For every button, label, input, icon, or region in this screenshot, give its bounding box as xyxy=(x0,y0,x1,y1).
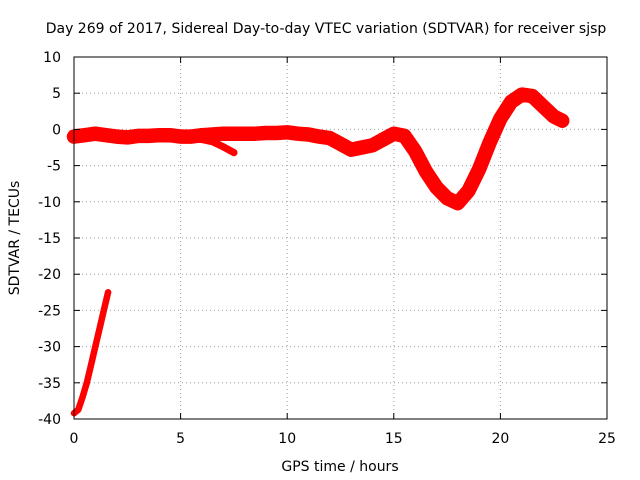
data-point xyxy=(88,362,94,367)
data-point xyxy=(93,344,98,349)
axis-ticks xyxy=(73,56,608,420)
y-tick-label: -40 xyxy=(38,412,61,428)
data-point xyxy=(84,380,89,385)
x-tick-label: 5 xyxy=(176,431,185,447)
data-point xyxy=(444,195,450,201)
x-tick-label: 25 xyxy=(598,431,616,447)
data-point xyxy=(540,104,546,109)
data-point xyxy=(97,326,102,331)
data-point xyxy=(101,308,107,313)
x-tick-labels: 0 5 10 15 20 25 xyxy=(70,431,616,447)
data-point xyxy=(263,130,269,136)
x-axis-label: GPS time / hours xyxy=(281,459,398,475)
y-tick-label: -30 xyxy=(38,340,61,356)
data-point xyxy=(146,133,151,139)
y-tick-label: -15 xyxy=(38,231,61,247)
data-point xyxy=(76,407,81,412)
data-point xyxy=(327,135,333,141)
data-point xyxy=(316,134,322,139)
x-tick-label: 10 xyxy=(278,431,296,447)
y-tick-label: -10 xyxy=(38,195,61,211)
data-point xyxy=(295,131,301,136)
y-tick-labels: 10 5 0 -5 -10 -15 -20 -25 -30 -35 -40 xyxy=(38,50,61,428)
chart-title: Day 269 of 2017, Sidereal Day-to-day VTE… xyxy=(46,21,607,37)
data-point xyxy=(423,169,428,174)
data-point xyxy=(274,130,279,136)
data-point xyxy=(80,395,85,400)
data-point xyxy=(93,131,98,136)
data-point xyxy=(82,132,87,138)
data-point xyxy=(189,135,194,141)
data-point xyxy=(306,132,311,137)
data-point xyxy=(487,140,492,145)
y-tick-label: 5 xyxy=(52,86,61,102)
data-point xyxy=(402,133,407,139)
data-point xyxy=(412,148,418,154)
plot-frame xyxy=(73,56,608,420)
data-point xyxy=(380,137,386,142)
series-sjsp-main xyxy=(66,87,570,211)
y-tick-label: -5 xyxy=(47,159,61,175)
x-tick-label: 15 xyxy=(385,431,403,447)
data-point xyxy=(508,99,514,105)
data-point xyxy=(157,132,162,138)
data-point xyxy=(370,143,375,148)
data-point xyxy=(221,144,226,149)
data-point xyxy=(498,116,503,121)
data-point xyxy=(359,145,365,150)
y-tick-label: -35 xyxy=(38,376,61,392)
data-point xyxy=(178,134,183,139)
y-tick-label: -20 xyxy=(38,267,61,283)
data-point xyxy=(210,132,215,137)
data-point xyxy=(231,131,237,136)
data-point xyxy=(466,188,471,194)
y-tick-label: 0 xyxy=(52,122,61,138)
data-point xyxy=(551,114,556,119)
data-point xyxy=(348,147,354,152)
data-point xyxy=(105,290,111,295)
data-point xyxy=(221,131,226,136)
data-point xyxy=(285,130,290,135)
data-point xyxy=(560,118,565,123)
data-series xyxy=(66,87,570,417)
data-point xyxy=(519,92,524,97)
data-point xyxy=(253,131,258,136)
data-point xyxy=(103,132,109,138)
x-tick-label: 0 xyxy=(70,431,79,447)
data-point xyxy=(530,93,535,99)
data-point xyxy=(199,137,205,142)
data-point xyxy=(242,131,247,136)
data-point xyxy=(434,185,439,190)
data-point xyxy=(476,167,482,172)
y-axis-label: SDTVAR / TECUs xyxy=(7,181,23,296)
data-point xyxy=(135,133,141,139)
data-point xyxy=(167,132,173,138)
y-tick-label: 10 xyxy=(43,50,61,66)
x-tick-label: 20 xyxy=(491,431,509,447)
gridlines xyxy=(74,57,607,419)
data-point xyxy=(338,141,343,147)
data-point xyxy=(455,201,460,206)
y-tick-label: -25 xyxy=(38,303,61,319)
data-point xyxy=(210,139,215,144)
data-point xyxy=(114,134,119,139)
data-point xyxy=(125,135,130,140)
data-point xyxy=(391,131,396,136)
data-point xyxy=(231,150,237,155)
